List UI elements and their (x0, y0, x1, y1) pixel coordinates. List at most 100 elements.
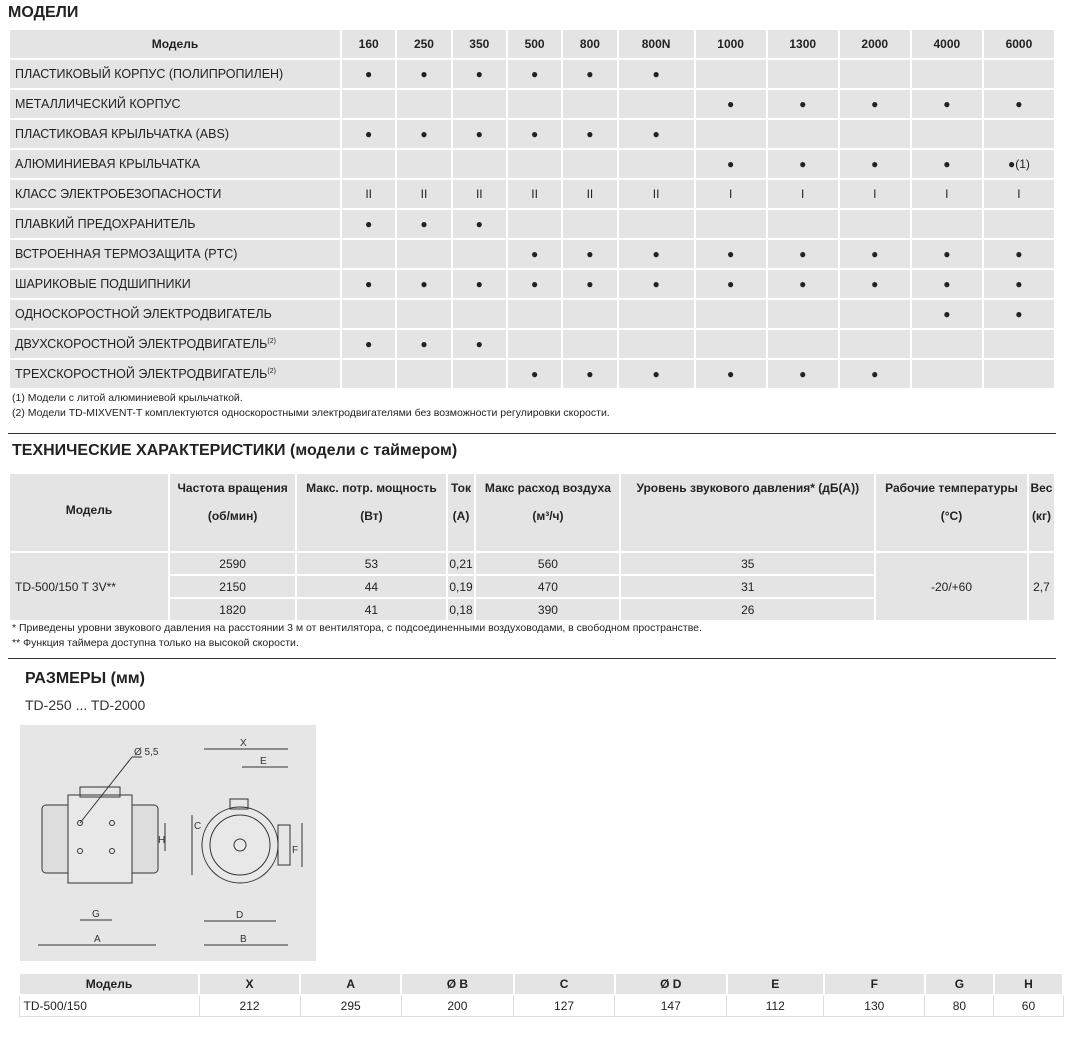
feature-cell (339, 148, 398, 180)
divider (8, 433, 1056, 434)
feature-cell: ● (450, 118, 508, 150)
table-row: ОДНОСКОРОСТНОЙ ЭЛЕКТРОДВИГАТЕЛЬ ● ● (8, 298, 1057, 330)
feature-cell: ● (561, 118, 619, 150)
value-cell: 470 (474, 574, 622, 599)
feature-cell (505, 328, 564, 360)
feature-cell (616, 88, 696, 120)
model-cell: TD-500/150 T 3V** (8, 551, 170, 622)
fan-side-view (38, 756, 166, 946)
feature-cell: ● (909, 298, 984, 330)
feature-label: МЕТАЛЛИЧЕСКИЙ КОРПУС (8, 88, 342, 120)
dimension-column-header: Ø D (613, 972, 728, 996)
dimension-column-header: Ø B (400, 972, 515, 996)
feature-cell (561, 148, 619, 180)
feature-cell: ● (339, 208, 398, 240)
feature-cell: ● (616, 238, 696, 270)
feature-cell: ● (909, 88, 984, 120)
feature-cell: ● (837, 88, 912, 120)
dimensions-diagram: Ø 5,5 X E C F H G A D B (20, 725, 316, 961)
feature-cell: ● (693, 238, 768, 270)
feature-label: ПЛАВКИЙ ПРЕДОХРАНИТЕЛЬ (8, 208, 342, 240)
dimension-column-header: A (299, 972, 403, 996)
feature-cell: ● (693, 148, 768, 180)
feature-label: ТРЕХСКОРОСТНОЙ ЭЛЕКТРОДВИГАТЕЛЬ(2) (8, 358, 342, 390)
dimension-cell: 212 (198, 994, 301, 1017)
feature-cell (561, 88, 619, 120)
feature-cell: ● (693, 88, 768, 120)
feature-cell: ● (837, 148, 912, 180)
feature-cell (765, 298, 840, 330)
tech-column-header: Частота вращения (об/мин) (167, 472, 298, 553)
feature-label-text: ОДНОСКОРОСТНОЙ ЭЛЕКТРОДВИГАТЕЛЬ (15, 307, 272, 321)
feature-cell: ● (505, 58, 564, 90)
value-cell: 35 (619, 551, 877, 576)
feature-cell: ● (909, 148, 984, 180)
value-cell: 1820 (167, 597, 298, 622)
model-column-header: 350 (450, 28, 508, 60)
feature-cell: ● (450, 208, 508, 240)
header-unit: (об/мин) (207, 509, 258, 523)
dimensions-title: РАЗМЕРЫ (мм) (25, 670, 145, 687)
dimension-cell: 80 (924, 994, 995, 1017)
feature-cell (909, 208, 984, 240)
feature-cell: ● (395, 328, 453, 360)
feature-cell (909, 328, 984, 360)
header-unit: (°C) (940, 509, 963, 523)
table-row: ТРЕХСКОРОСТНОЙ ЭЛЕКТРОДВИГАТЕЛЬ(2) ● ● ● ● ● ● (8, 358, 1057, 390)
dimension-cell: 200 (400, 994, 515, 1017)
feature-cell (765, 328, 840, 360)
feature-cell: ● (981, 88, 1057, 120)
feature-cell: ●(1) (981, 148, 1057, 180)
models-title: МОДЕЛИ (8, 4, 79, 21)
table-row: АЛЮМИНИЕВАЯ КРЫЛЬЧАТКА ● ● ● ● ●(1) (8, 148, 1057, 180)
table-row: ШАРИКОВЫЕ ПОДШИПНИКИ ● ● ● ● ● ● ● ● ● ● ● (8, 268, 1057, 300)
feature-cell (505, 208, 564, 240)
feature-cell: I (909, 178, 984, 210)
label-h: H (158, 835, 165, 846)
feature-cell: II (339, 178, 398, 210)
label-d: D (236, 910, 243, 921)
models-note-1: (1) Модели с литой алюминиевой крыльчатк… (12, 392, 243, 404)
value-cell: 2590 (167, 551, 298, 576)
feature-cell (561, 208, 619, 240)
dimension-column-header: Модель (18, 972, 200, 996)
header-name: Ток (451, 481, 471, 495)
table-row: ПЛАВКИЙ ПРЕДОХРАНИТЕЛЬ ● ● ● (8, 208, 1057, 240)
value-cell: 390 (474, 597, 622, 622)
feature-cell (395, 148, 453, 180)
feature-cell (616, 148, 696, 180)
table-row: ПЛАСТИКОВАЯ КРЫЛЬЧАТКА (ABS) ● ● ● ● ● ● (8, 118, 1057, 150)
feature-cell (693, 118, 768, 150)
feature-cell (505, 298, 564, 330)
feature-cell: ● (561, 358, 619, 390)
table-row: 2150 44 0,19 470 31 (9, 574, 1055, 599)
feature-cell: ● (765, 358, 840, 390)
tech-column-header: Ток (A) (445, 472, 477, 553)
divider (8, 658, 1056, 659)
table-row: ДВУХСКОРОСТНОЙ ЭЛЕКТРОДВИГАТЕЛЬ(2) ● ● ● (8, 328, 1057, 360)
feature-cell (395, 238, 453, 270)
feature-cell (981, 118, 1057, 150)
dimensions-subtitle: TD-250 ... TD-2000 (25, 697, 146, 713)
table-row: КЛАСС ЭЛЕКТРОБЕЗОПАСНОСТИ II II II II II II I I I… (8, 178, 1057, 210)
footnote-ref: (2) (267, 337, 276, 345)
header-name: Рабочие температуры (885, 481, 1018, 495)
model-column-header: 800N (616, 28, 696, 60)
feature-cell (693, 298, 768, 330)
feature-cell: ● (505, 118, 564, 150)
header-name: Уровень звукового давления* (дБ(A)) (636, 481, 860, 495)
feature-cell: ● (616, 358, 696, 390)
feature-cell (505, 148, 564, 180)
feature-cell: ● (693, 268, 768, 300)
feature-cell (693, 328, 768, 360)
header-name: Макс расход воздуха (484, 481, 611, 495)
feature-cell (765, 58, 840, 90)
feature-cell: I (765, 178, 840, 210)
feature-cell: ● (395, 58, 453, 90)
feature-label: ОДНОСКОРОСТНОЙ ЭЛЕКТРОДВИГАТЕЛЬ (8, 298, 342, 330)
label-b: B (240, 934, 247, 945)
tech-table: Модель Частота вращения (об/мин) Макс. потр… (8, 472, 1057, 622)
label-c: C (194, 821, 201, 832)
feature-cell (981, 358, 1057, 390)
tech-column-header: Вес (кг) (1026, 472, 1057, 553)
